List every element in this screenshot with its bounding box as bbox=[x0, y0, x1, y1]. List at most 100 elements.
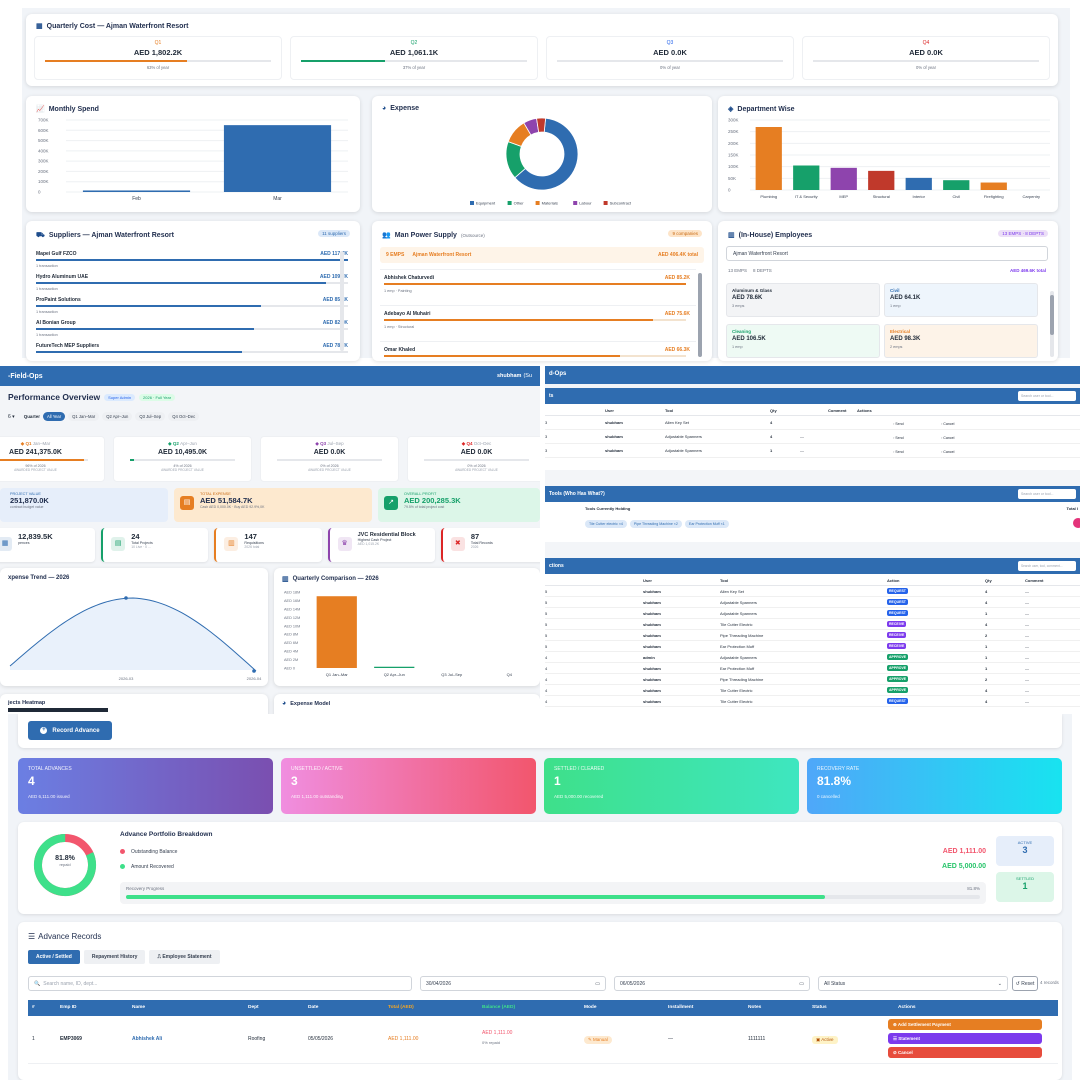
scrollbar[interactable] bbox=[1050, 291, 1054, 357]
supplier-item[interactable]: FutureTech MEP Suppliers AED 78.7K bbox=[36, 343, 348, 359]
table-row[interactable]: 5 shubham Allen Key Set REQUEST 4 — bbox=[545, 586, 1080, 597]
quarterly-cost-title: Quarterly Cost — Ajman Waterfront Resort bbox=[46, 22, 189, 30]
quarter-tab[interactable]: Q2 Apr–Jun bbox=[102, 412, 133, 421]
table-row[interactable]: 5 shubham Ear Protection Muff RECEIVE 1 — bbox=[545, 641, 1080, 652]
bar-mep[interactable] bbox=[830, 167, 857, 190]
stat-card[interactable]: ▤ 24 Total Projects 10 Live · 0 ... bbox=[101, 528, 209, 562]
quarter-card-q4[interactable]: Q4 AED 0.0K 0% of year bbox=[802, 36, 1050, 80]
date-to[interactable]: 06/05/2026 ▭ bbox=[614, 976, 810, 991]
table-row[interactable]: 4 admin Adjustable Spanners APPROVE 1 — bbox=[545, 652, 1080, 663]
records-tab[interactable]: Active / Settled bbox=[28, 950, 80, 964]
supplier-list[interactable]: Mapei Gulf FZCO AED 117.7K 1 transaction Hy… bbox=[36, 251, 348, 359]
project-select[interactable]: Ajman Waterfront Resort bbox=[726, 246, 1048, 261]
slice-equipment[interactable] bbox=[514, 117, 579, 191]
quarter-tab[interactable]: Q4 Oct–Dec bbox=[168, 412, 200, 421]
action-statement-button[interactable]: ☰ Statement bbox=[888, 1033, 1042, 1044]
quarter-label: Quarter bbox=[23, 414, 40, 419]
action-add-settlement-payment-button[interactable]: ⊕ Add Settlement Payment bbox=[888, 1019, 1042, 1030]
date-from[interactable]: 30/04/2026 ▭ bbox=[420, 976, 606, 991]
table-row[interactable]: 5 shubham Adjustable Spanners REQUEST 1 — bbox=[545, 608, 1080, 619]
quarter-card-q2[interactable]: Q2 AED 1,061.1K 37% of year bbox=[290, 36, 538, 80]
quarter-tab[interactable]: Q1 Jan–Mar bbox=[68, 412, 100, 421]
table-row[interactable]: 5 shubham Adjustable Spanners REQUEST 4 — bbox=[545, 597, 1080, 608]
table-row[interactable]: 3 shubham Adjustable Spanners 1 — ◦ Send ◦ Can… bbox=[545, 444, 1080, 458]
total-badge[interactable] bbox=[1073, 518, 1080, 528]
table-row[interactable]: 5 shubham Pipe Threading Machine RECEIVE 2 — bbox=[545, 630, 1080, 641]
trend-point[interactable] bbox=[124, 596, 128, 600]
row-qty: 4 bbox=[985, 589, 988, 594]
transactions-search[interactable]: Search user, tool, comment... bbox=[1018, 561, 1076, 571]
table-row[interactable]: 3 shubham Adjustable Spanners 4 — ◦ Send ◦ Can… bbox=[545, 430, 1080, 444]
supplier-item[interactable]: Hydro Aluminum UAE AED 109.7K 1 transactio… bbox=[36, 274, 348, 297]
dept-card[interactable]: Aluminum & Glass AED 78.6K 3 emps bbox=[726, 283, 880, 317]
dept-card[interactable]: Civil AED 64.1K 1 emp bbox=[884, 283, 1038, 317]
user-name[interactable]: shubham bbox=[496, 373, 522, 379]
y-tick: 150K bbox=[728, 153, 739, 158]
table-row[interactable]: 4 shubham Tile Cutter Electric APPROVE 4 — bbox=[545, 685, 1080, 696]
dept-card[interactable]: Electrical AED 98.3K 2 emps bbox=[884, 324, 1038, 358]
slice-subcontract[interactable] bbox=[536, 117, 547, 133]
scrollbar[interactable] bbox=[698, 273, 702, 357]
send-button[interactable]: ◦ Send bbox=[893, 450, 904, 454]
stat-card[interactable]: ✖ 87 Total Records 2026 bbox=[440, 528, 540, 562]
who-has-search[interactable]: Search user or tool... bbox=[1018, 489, 1076, 499]
supplier-item[interactable]: Al Bonian Group AED 82.0K 1 transaction bbox=[36, 320, 348, 343]
send-button[interactable]: ◦ Send bbox=[893, 436, 904, 440]
bar-quarter[interactable] bbox=[374, 666, 415, 668]
action-cancel-button[interactable]: ⊘ Cancel bbox=[888, 1047, 1042, 1058]
cancel-button[interactable]: ◦ Cancel bbox=[941, 436, 955, 440]
stat-card[interactable]: ▥ 147 Requisitions 2026 total bbox=[214, 528, 322, 562]
perf-quarter-pct: 0% of 2026 bbox=[467, 464, 486, 468]
bar-plumbing[interactable] bbox=[755, 127, 782, 190]
reset-button[interactable]: ↺ Reset bbox=[1012, 976, 1038, 991]
requests-search[interactable]: Search user or tool... bbox=[1018, 391, 1076, 401]
bar-feb[interactable] bbox=[82, 190, 191, 192]
bar-interior[interactable] bbox=[905, 177, 932, 190]
supplier-item[interactable]: Mapei Gulf FZCO AED 117.7K 1 transaction bbox=[36, 251, 348, 274]
quarter-card-q3[interactable]: Q3 AED 0.0K 0% of year bbox=[546, 36, 794, 80]
send-button[interactable]: ◦ Send bbox=[893, 422, 904, 426]
bar-firefighting[interactable] bbox=[980, 182, 1007, 190]
manpower-item[interactable]: Abhishek Chaturvedi AED 85.2K 1 emp · Pain… bbox=[380, 269, 696, 305]
dept-card[interactable]: Cleaning AED 106.5K 1 emp bbox=[726, 324, 880, 358]
status-select[interactable]: All Status ⌄ bbox=[818, 976, 1008, 991]
bar-mar[interactable] bbox=[223, 125, 332, 192]
perf-quarter-card[interactable]: ◆ Q2 Apr–Jun AED 10,495.0K 4% of 2026 AWARD… bbox=[113, 436, 252, 482]
cancel-button[interactable]: ◦ Cancel bbox=[941, 450, 955, 454]
y-tick: 50K bbox=[728, 176, 736, 181]
emp-name[interactable]: Abhishek Ali bbox=[132, 1036, 163, 1042]
quarter-tab[interactable]: All Year bbox=[42, 412, 66, 421]
stat-card[interactable]: ▦ 12,839.5K pences bbox=[0, 528, 96, 562]
table-row[interactable]: 1 EMP3069 Abhishek Ali Roofing 05/05/2026 AED… bbox=[28, 1016, 1058, 1064]
cancel-button[interactable]: ◦ Cancel bbox=[941, 422, 955, 426]
table-row[interactable]: 5 shubham Tile Cutter Electric RECEIVE 4 — bbox=[545, 619, 1080, 630]
table-row[interactable]: 3 shubham Allen Key Set 4 ◦ Send ◦ Cancel bbox=[545, 416, 1080, 430]
heatmap-tooltip bbox=[8, 708, 108, 712]
scrollbar[interactable] bbox=[340, 251, 344, 351]
record-advance-button[interactable]: + Record Advance bbox=[28, 721, 112, 740]
table-row[interactable]: 4 shubham Tile Cutter Electric REQUEST 4 — bbox=[545, 696, 1080, 707]
perf-quarter-card[interactable]: ◆ Q1 Jan–Mar AED 241,375.0K 96% of 2026 AWA… bbox=[0, 436, 105, 482]
bar-civil[interactable] bbox=[943, 180, 970, 190]
perf-quarter-card[interactable]: ◆ Q4 Oct–Dec AED 0.0K 0% of 2026 AWARDED PR… bbox=[407, 436, 540, 482]
records-tab[interactable]: Repayment History bbox=[83, 950, 146, 964]
quarter-tab[interactable]: Q3 Jul–Sep bbox=[135, 412, 166, 421]
manpower-item[interactable]: Adebayo Al Muhairi AED 75.6K 1 emp · Struc… bbox=[380, 305, 696, 341]
year-dropdown[interactable]: 6 ▾ bbox=[8, 413, 15, 420]
records-tab[interactable]: ⎍ Employee Statement bbox=[149, 950, 220, 964]
manpower-list[interactable]: Abhishek Chaturvedi AED 85.2K 1 emp · Pain… bbox=[380, 269, 696, 361]
search-box[interactable]: 🔍 Search name, ID, dept... bbox=[28, 976, 412, 991]
trend-point[interactable] bbox=[252, 669, 256, 673]
stat-card[interactable]: ♛ JVC Residential Block Highest Cash Proje… bbox=[327, 528, 435, 562]
table-row[interactable]: 4 shubham Ear Protection Muff APPROVE 1 — bbox=[545, 663, 1080, 674]
perf-quarter-card[interactable]: ◆ Q3 Jul–Sep AED 0.0K 0% of 2026 AWARDED PR… bbox=[260, 436, 399, 482]
table-row[interactable]: 4 shubham Pipe Threading Machine APPROVE 2 — bbox=[545, 674, 1080, 685]
supplier-item[interactable]: ProPaint Solutions AED 85.1K 1 transaction bbox=[36, 297, 348, 320]
bar-it-security[interactable] bbox=[793, 165, 820, 191]
bar-structural[interactable] bbox=[868, 170, 895, 190]
reset-label: Reset bbox=[1021, 981, 1035, 987]
manpower-item[interactable]: Omar Khaled AED 66.3K bbox=[380, 341, 696, 361]
bar-quarter[interactable] bbox=[316, 596, 357, 668]
quarter-card-q1[interactable]: Q1 AED 1,802.2K 63% of year bbox=[34, 36, 282, 80]
legend-swatch bbox=[507, 201, 512, 205]
